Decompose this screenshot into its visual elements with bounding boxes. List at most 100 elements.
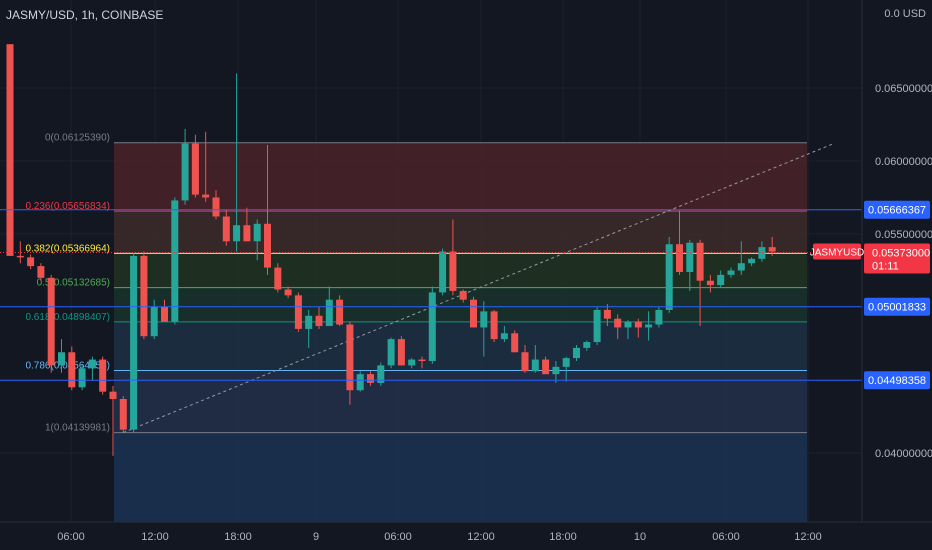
candle [346, 321, 354, 405]
candle-body [500, 333, 508, 340]
trend-line[interactable] [123, 143, 835, 434]
candle-body [480, 311, 488, 328]
candle-body [758, 247, 766, 259]
candle [583, 340, 591, 351]
time-tick-label: 9 [313, 531, 319, 543]
candle-body [459, 290, 467, 300]
symbol-tag [813, 243, 861, 260]
candle-body [346, 324, 354, 391]
candle-body [99, 359, 107, 392]
candle-body [315, 315, 323, 326]
candle-body [696, 242, 704, 281]
candle [233, 73, 241, 252]
candle-body [243, 225, 251, 242]
time-axis[interactable]: 06:00 12:00 18:00 9 06:00 12:00 18:00 10 06:00 12… [57, 531, 822, 543]
candle [521, 344, 529, 373]
trend-line-dashed[interactable] [123, 143, 835, 434]
last-price-value: 0.05373000 [872, 248, 930, 260]
time-tick-label: 06:00 [712, 531, 740, 543]
candle-body [428, 292, 436, 362]
candle-body [634, 321, 642, 328]
fib-level-label: 0(0.06125390) [45, 133, 110, 144]
candle-body [78, 368, 86, 388]
candle-body [305, 315, 313, 329]
candle [686, 239, 694, 291]
candle-body [356, 374, 364, 391]
last-price-countdown: 01:11 [872, 261, 899, 273]
candle [459, 289, 467, 303]
candle-body [6, 44, 14, 256]
time-tick-label: 12:00 [141, 531, 169, 543]
candle-body [737, 263, 745, 271]
candle-body [202, 194, 210, 198]
candle [377, 362, 385, 386]
candle [16, 241, 24, 264]
candle [387, 337, 395, 369]
candle-body [706, 280, 714, 286]
candle [603, 304, 611, 326]
candle-body [274, 267, 282, 290]
candle-body [573, 347, 580, 359]
candle-body [717, 274, 725, 286]
candle [614, 314, 622, 340]
candle [676, 210, 683, 275]
price-line-tag [864, 200, 930, 219]
price-line-tag-text: 0.05001833 [868, 302, 926, 314]
last-price-tag [864, 243, 930, 274]
candle [490, 309, 498, 343]
fib-extension-zone [114, 432, 807, 522]
chart-title: JASMY/USD, 1h, COINBASE [6, 8, 164, 22]
symbol-tag-text: JASMYUSD [810, 248, 864, 259]
candle [27, 254, 35, 270]
candle [6, 44, 14, 256]
candle-body [253, 223, 261, 242]
fib-zone [114, 321, 807, 371]
candle [191, 134, 199, 198]
candle-body [58, 352, 65, 366]
candle [470, 296, 477, 328]
candle [439, 248, 447, 296]
candle-body [212, 197, 220, 217]
candle-body [222, 216, 230, 242]
candle-body [542, 359, 550, 375]
candle [408, 358, 416, 369]
time-tick-label: 18:00 [549, 531, 577, 543]
candle [480, 301, 488, 357]
candle [645, 311, 653, 341]
candle [212, 190, 220, 220]
price-tick-label: 0.06500000 [875, 83, 932, 95]
candle-body [181, 143, 189, 201]
currency-unit[interactable]: 0.0 USD [884, 8, 926, 20]
candle-body [686, 242, 694, 272]
candle-body [531, 359, 539, 372]
candle [47, 274, 55, 373]
candle [624, 320, 632, 340]
candle-body [387, 339, 395, 366]
candle-body [562, 358, 570, 367]
time-tick-label: 12:00 [794, 531, 822, 543]
candle-body [614, 318, 622, 328]
candle [243, 207, 251, 242]
candle-body [130, 255, 138, 430]
candle [737, 241, 745, 275]
candle [593, 307, 601, 345]
candle-body [449, 251, 457, 291]
candle [78, 363, 86, 391]
candle-body [418, 359, 426, 362]
price-tick-label: 0.04000000 [875, 448, 932, 460]
price-tick-label: 0.05500000 [875, 229, 932, 241]
candle-body [88, 359, 96, 369]
price-axis[interactable]: 0.06500000 0.06000000 0.05500000 0.04000000 [875, 83, 932, 460]
candle-body [748, 258, 756, 264]
price-labels: 0.05666367 0.05001833 0.04498358 0.05373000… [810, 200, 930, 390]
candle-body [367, 374, 374, 383]
candle [511, 330, 519, 353]
candle-body [109, 391, 117, 399]
fib-zone [114, 142, 807, 212]
candle-body [408, 359, 416, 366]
candle [655, 307, 663, 328]
fib-level-label: 0.786(0.04564858) [25, 361, 110, 372]
candle [717, 270, 725, 289]
candle [37, 263, 45, 281]
